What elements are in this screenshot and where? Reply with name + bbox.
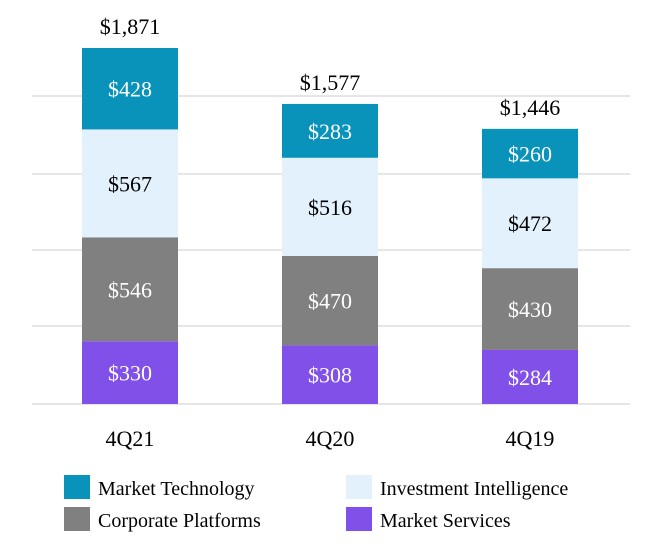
x-tick-label: 4Q19 — [506, 426, 555, 451]
x-axis: 4Q21 4Q20 4Q19 — [106, 426, 555, 451]
data-label: $260 — [508, 142, 552, 167]
bar-segment — [82, 48, 178, 130]
data-label: $567 — [108, 171, 152, 196]
bar-segment — [282, 157, 378, 256]
data-label: $308 — [308, 363, 352, 388]
legend-label: Market Services — [380, 510, 511, 532]
bar-segment — [82, 129, 178, 238]
bar-segment — [82, 237, 178, 342]
legend-swatch — [346, 475, 372, 499]
bar-segment — [282, 103, 378, 158]
data-label: $546 — [108, 277, 152, 302]
data-label: $516 — [308, 195, 352, 220]
legend-label: Market Technology — [98, 478, 255, 500]
data-label: $470 — [308, 289, 352, 314]
data-label: $330 — [108, 361, 152, 386]
data-label: $284 — [508, 365, 552, 390]
x-tick-label: 4Q21 — [106, 426, 155, 451]
bar-group: $330 $546 $567 $428 $1,871 $308 $470 $516 $283 $1… — [82, 14, 578, 404]
bar-segment — [482, 128, 578, 179]
x-tick-label: 4Q20 — [306, 426, 355, 451]
legend: Market Technology Investment Intelligence… — [64, 475, 568, 532]
bar-segment — [282, 345, 378, 404]
total-label: $1,446 — [500, 95, 561, 120]
bar-segment — [82, 341, 178, 404]
legend-label: Investment Intelligence — [380, 478, 568, 500]
legend-swatch — [64, 507, 90, 531]
bar-segment — [482, 268, 578, 350]
data-label: $472 — [508, 211, 552, 236]
total-label: $1,577 — [300, 70, 361, 95]
data-label: $428 — [108, 77, 152, 102]
legend-swatch — [346, 507, 372, 531]
bar-segment — [482, 349, 578, 404]
data-label: $283 — [308, 119, 352, 144]
bar-segment — [282, 255, 378, 346]
bar-segment — [482, 178, 578, 269]
total-label: $1,871 — [100, 14, 161, 39]
data-label: $430 — [508, 297, 552, 322]
legend-label: Corporate Platforms — [98, 510, 261, 532]
legend-swatch — [64, 475, 90, 499]
